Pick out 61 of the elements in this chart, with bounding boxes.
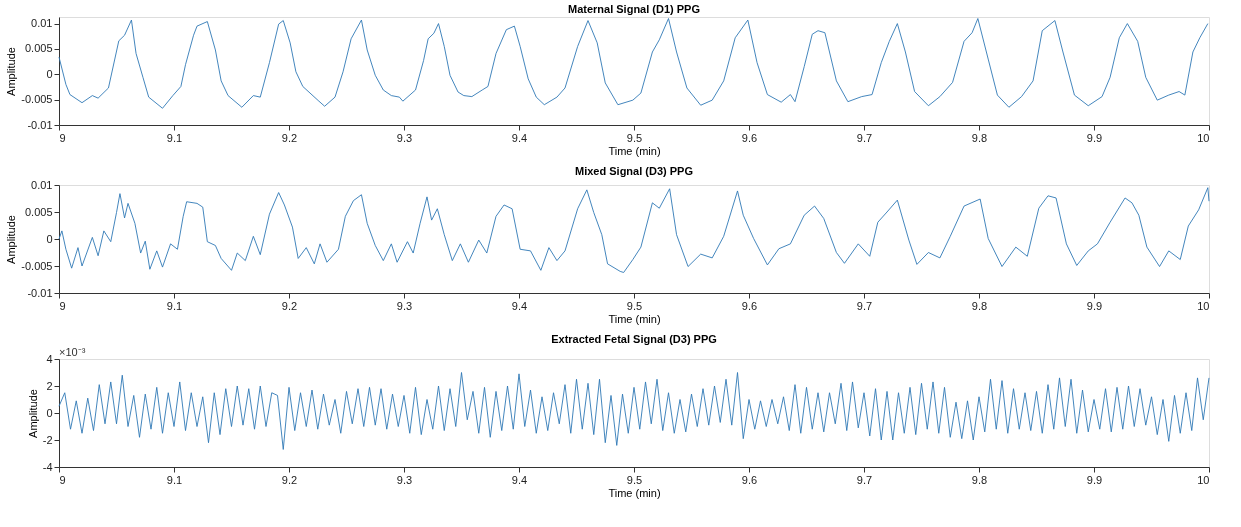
y-tick-label: 0	[46, 232, 53, 245]
x-tick-label: 9.1	[166, 299, 183, 312]
y-tick-label: 0	[46, 406, 53, 419]
x-tick-label: 9.4	[511, 131, 528, 144]
x-tick-label: 9.5	[626, 473, 643, 486]
x-tick-label: 9.9	[1086, 131, 1103, 144]
y-tick-label: -0.005	[21, 259, 53, 272]
x-tick-label: 9.7	[856, 131, 873, 144]
y-tick-label: -0.01	[27, 286, 53, 299]
y-tick-label: 0	[46, 67, 53, 80]
x-tick-label: 9.7	[856, 473, 873, 486]
x-tick-label: 9.8	[971, 473, 988, 486]
line-series	[58, 18, 1209, 109]
chart-title: Maternal Signal (D1) PPG	[567, 3, 701, 15]
y-axis-title: Amplitude	[5, 215, 18, 264]
y-tick-label: 0.005	[24, 205, 53, 218]
y-tick-label: -2	[42, 433, 53, 446]
x-tick-label: 9.7	[856, 299, 873, 312]
x-tick-label: 10	[1197, 131, 1210, 144]
x-tick-label: 9.6	[741, 473, 758, 486]
x-tick-label: 9	[59, 131, 66, 144]
x-tick-label: 9	[59, 299, 66, 312]
y-tick-label: 4	[46, 352, 53, 365]
x-tick-label: 9.2	[281, 473, 298, 486]
x-axis-title: Time (min)	[608, 312, 661, 325]
y-axis-title: Amplitude	[26, 389, 39, 438]
line-series	[58, 187, 1210, 273]
y-tick-label: 0.01	[31, 17, 53, 30]
y-tick-label: 0.01	[31, 178, 53, 191]
x-tick-label: 9.2	[281, 299, 298, 312]
x-tick-label: 9.6	[741, 131, 758, 144]
x-tick-label: 9.8	[971, 299, 988, 312]
x-tick-label: 9.9	[1086, 473, 1103, 486]
x-tick-label: 9.4	[511, 473, 528, 486]
line-series	[58, 372, 1210, 450]
x-tick-label: 9	[59, 473, 66, 486]
x-tick-label: 9.1	[166, 131, 183, 144]
y-tick-label: 0.005	[24, 42, 53, 55]
text: ×10⁻³	[59, 346, 86, 358]
x-tick-label: 9.6	[741, 299, 758, 312]
x-tick-label: 9.9	[1086, 299, 1103, 312]
x-axis-title: Time (min)	[608, 144, 661, 157]
y-tick-label: -0.01	[27, 118, 53, 131]
y-axis-title: Amplitude	[5, 47, 18, 96]
x-tick-label: 9.3	[396, 131, 413, 144]
x-tick-label: 9.2	[281, 131, 298, 144]
x-tick-label: 9.5	[626, 299, 643, 312]
y-tick-label: -0.005	[21, 93, 53, 106]
x-tick-label: 9.3	[396, 473, 413, 486]
x-tick-label: 9.1	[166, 473, 183, 486]
x-tick-label: 9.4	[511, 299, 528, 312]
y-tick-label: -4	[42, 460, 53, 473]
x-axis-title: Time (min)	[608, 486, 661, 499]
chart-title: Mixed Signal (D3) PPG	[575, 165, 693, 177]
x-tick-label: 9.8	[971, 131, 988, 144]
x-tick-label: 9.3	[396, 299, 413, 312]
x-tick-label: 10	[1197, 299, 1210, 312]
chart-title: Extracted Fetal Signal (D3) PPG	[551, 333, 717, 345]
x-tick-label: 9.5	[626, 131, 643, 144]
x-tick-label: 10	[1197, 473, 1210, 486]
y-tick-label: 2	[46, 379, 53, 392]
